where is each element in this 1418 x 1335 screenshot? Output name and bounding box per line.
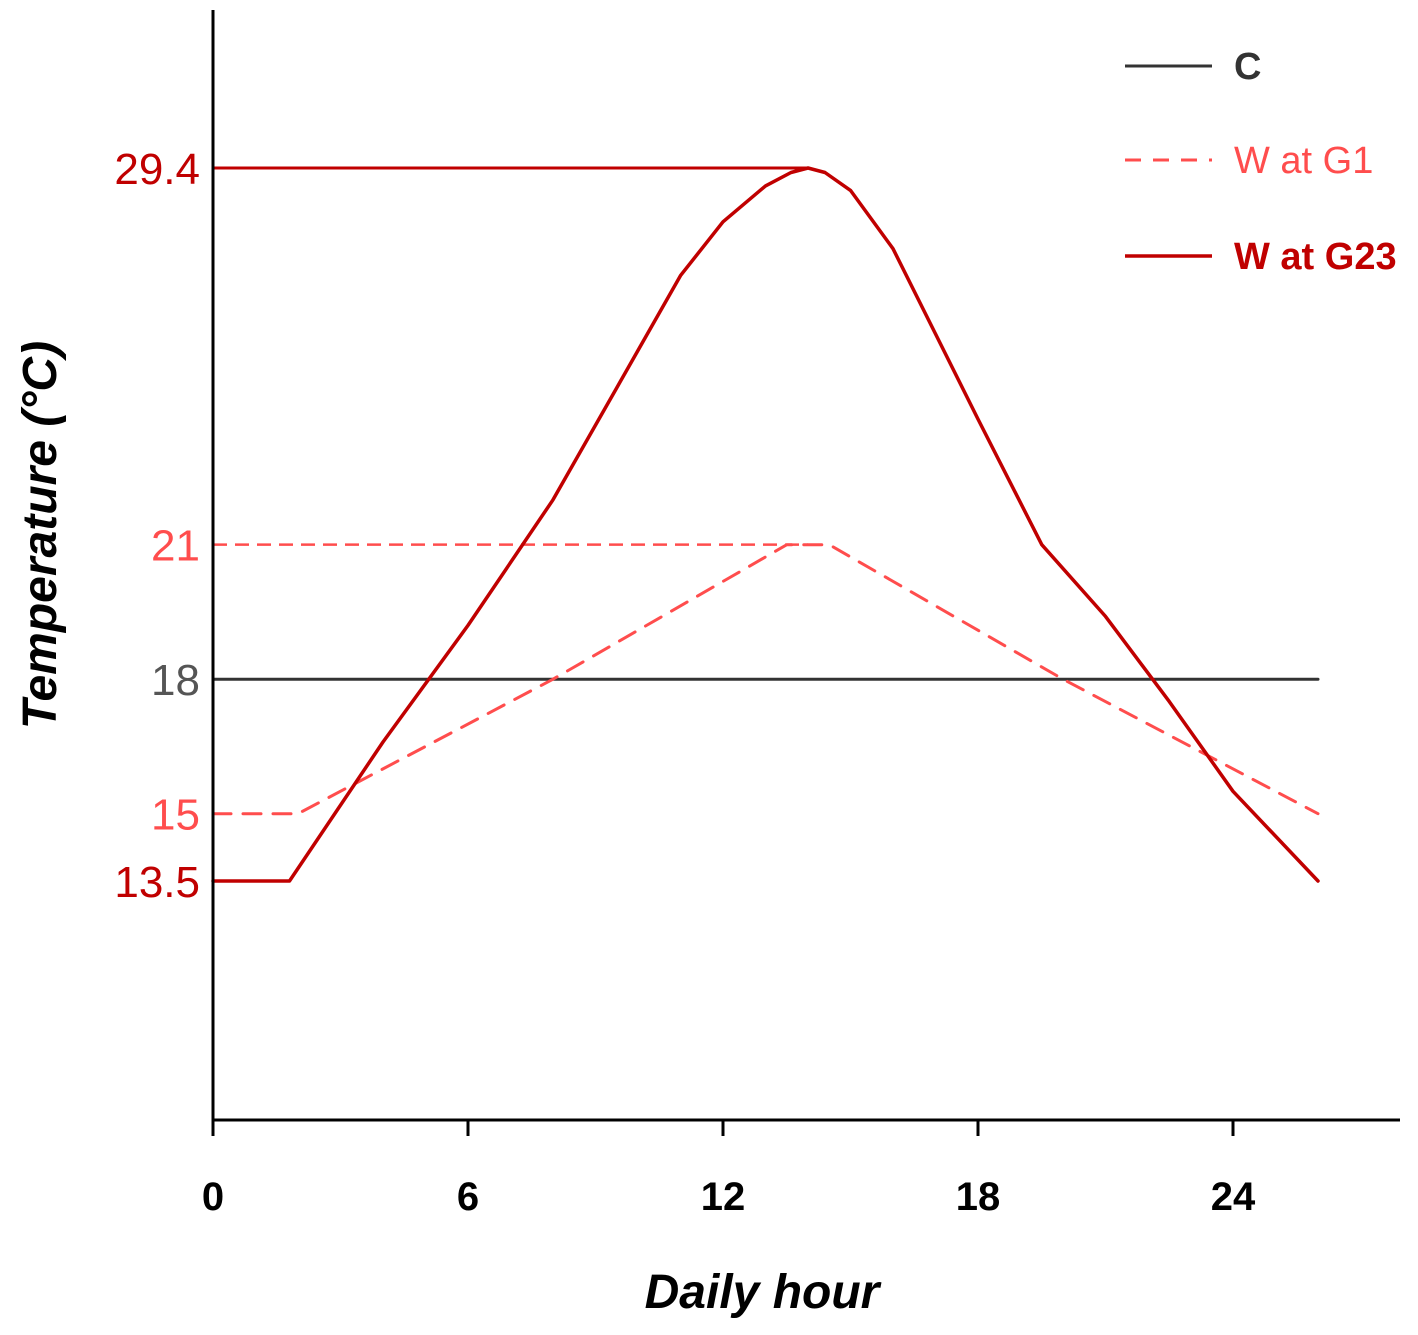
x-tick-label-24: 24 xyxy=(1211,1175,1256,1219)
legend: C W at G1 W at G23 xyxy=(1125,46,1397,278)
legend-label-w-at-g1: W at G1 xyxy=(1234,140,1373,182)
series-lines xyxy=(211,166,1320,883)
x-tick-label-18: 18 xyxy=(956,1175,1001,1219)
x-tick-label-12: 12 xyxy=(701,1175,746,1219)
reference-lines xyxy=(213,166,808,546)
y-tick-label-21: 21 xyxy=(151,522,200,571)
legend-label-c: C xyxy=(1234,46,1261,88)
y-axis-title: Temperature (°C) xyxy=(14,341,67,729)
y-tick-label-13.5: 13.5 xyxy=(114,858,200,907)
legend-label-w-at-g23: W at G23 xyxy=(1234,236,1397,278)
x-ticks: 0 6 12 18 24 xyxy=(202,1120,1256,1219)
y-tick-label-29.4: 29.4 xyxy=(114,145,200,194)
y-tick-label-15: 15 xyxy=(151,791,200,840)
axes xyxy=(211,10,1400,1122)
y-ticks: 29.4 21 18 15 13.5 xyxy=(114,145,200,907)
y-tick-label-18: 18 xyxy=(151,656,200,705)
x-tick-label-6: 6 xyxy=(457,1175,479,1219)
series-line-w-at-g1 xyxy=(211,543,1320,816)
x-tick-label-0: 0 xyxy=(202,1175,224,1219)
series-line-w-at-g23 xyxy=(211,166,1320,883)
x-axis-title: Daily hour xyxy=(645,1266,882,1319)
